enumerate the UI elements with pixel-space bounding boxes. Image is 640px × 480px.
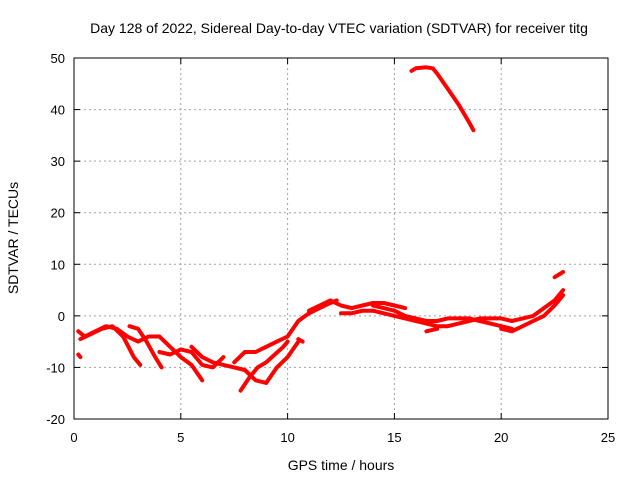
x-tick-label: 10	[280, 430, 294, 445]
y-tick-label: 20	[51, 206, 65, 221]
y-tick-label: 30	[51, 154, 65, 169]
y-axis-label: SDTVAR / TECUs	[5, 182, 21, 294]
series-arc-i	[264, 339, 301, 385]
y-tick-labels: -20 -10 0 10 20 30 40 50	[46, 51, 65, 427]
series-arc-j	[296, 337, 305, 344]
x-tick-label: 20	[494, 430, 508, 445]
series-arc-f	[189, 344, 269, 385]
series-arc-p	[509, 288, 566, 323]
y-tick-label: -10	[46, 360, 65, 375]
grid-lines	[74, 58, 608, 419]
series-arc-l	[339, 308, 514, 329]
x-tick-label: 25	[601, 430, 615, 445]
series-arc-k	[307, 298, 408, 313]
plot-frame	[73, 57, 609, 420]
x-tick-labels: 0 5 10 15 20 25	[70, 430, 615, 445]
series-arc-n	[424, 326, 440, 334]
y-tick-label: 10	[51, 257, 65, 272]
series-arc-r	[409, 65, 476, 133]
series-arc-c	[127, 324, 164, 370]
series-arc-b	[78, 324, 143, 367]
x-axis-label: GPS time / hours	[288, 457, 395, 473]
y-tick-label: 40	[51, 103, 65, 118]
y-tick-label: -20	[46, 412, 65, 427]
y-tick-label: 0	[58, 309, 65, 324]
series-arc-m	[371, 303, 514, 331]
x-tick-label: 0	[70, 430, 77, 445]
series-arc-e	[157, 347, 226, 370]
series-arc-o	[499, 293, 566, 334]
series-layer	[76, 65, 566, 393]
y-tick-label: 50	[51, 51, 65, 66]
x-tick-label: 15	[387, 430, 401, 445]
chart-title: Day 128 of 2022, Sidereal Day-to-day VTE…	[90, 20, 588, 36]
axis-ticks	[73, 57, 609, 420]
series-arc-d	[76, 352, 83, 360]
series-arc-q	[552, 270, 566, 280]
series-arc-h	[232, 298, 339, 365]
series-arc-g	[238, 339, 290, 393]
x-tick-label: 5	[177, 430, 184, 445]
